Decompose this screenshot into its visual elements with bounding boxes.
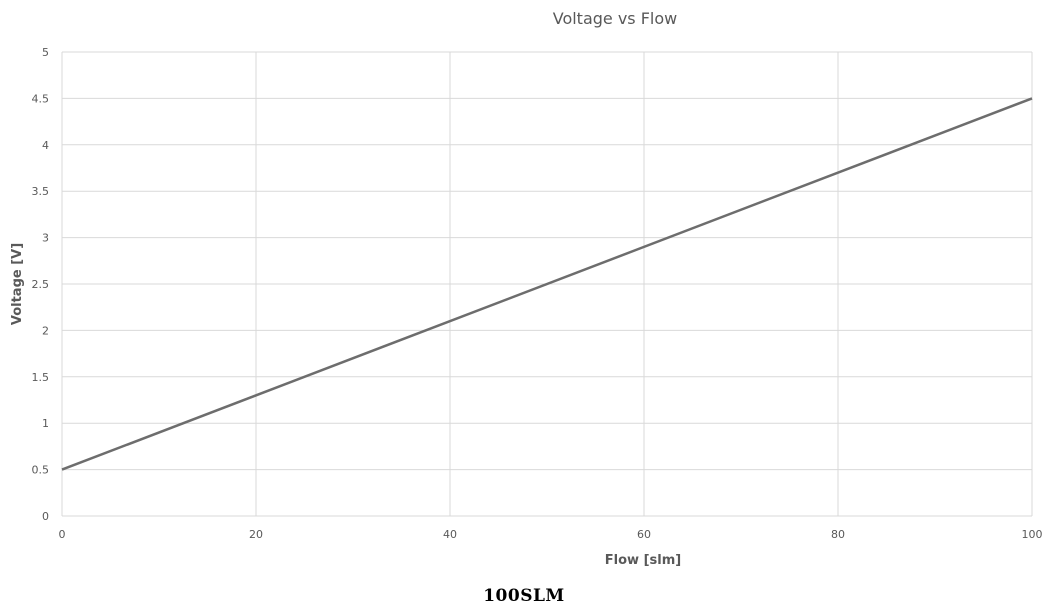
y-tick-label: 2 [42, 324, 49, 337]
y-tick-label: 4.5 [32, 92, 50, 105]
x-tick-label: 80 [831, 528, 845, 541]
y-tick-label: 5 [42, 46, 49, 59]
voltage-series-line [61, 97, 1033, 471]
y-tick-labels: 0 0.5 1 1.5 2 2.5 3 3.5 4 4.5 5 [32, 46, 50, 523]
x-tick-label: 0 [59, 528, 66, 541]
chart-caption: 100SLM [483, 586, 565, 606]
x-axis-title: Flow [slm] [605, 553, 681, 568]
y-tick-label: 3.5 [32, 185, 50, 198]
chart-title: Voltage vs Flow [553, 9, 678, 28]
y-tick-label: 2.5 [32, 278, 50, 291]
y-tick-label: 3 [42, 232, 49, 245]
x-tick-label: 60 [637, 528, 651, 541]
y-tick-label: 0.5 [32, 464, 50, 477]
series-layer [61, 97, 1033, 471]
y-axis-title: Voltage [V] [10, 243, 25, 325]
y-tick-label: 0 [42, 510, 49, 523]
y-tick-label: 1.5 [32, 371, 50, 384]
x-tick-labels: 0 20 40 60 80 100 [59, 528, 1043, 541]
x-tick-label: 100 [1022, 528, 1043, 541]
x-tick-label: 40 [443, 528, 457, 541]
y-tick-label: 1 [42, 417, 49, 430]
x-tick-label: 20 [249, 528, 263, 541]
voltage-flow-chart: 0 0.5 1 1.5 2 2.5 3 3.5 4 4.5 5 0 20 40 60 80 100 Volta… [10, 9, 1043, 568]
y-tick-label: 4 [42, 139, 49, 152]
